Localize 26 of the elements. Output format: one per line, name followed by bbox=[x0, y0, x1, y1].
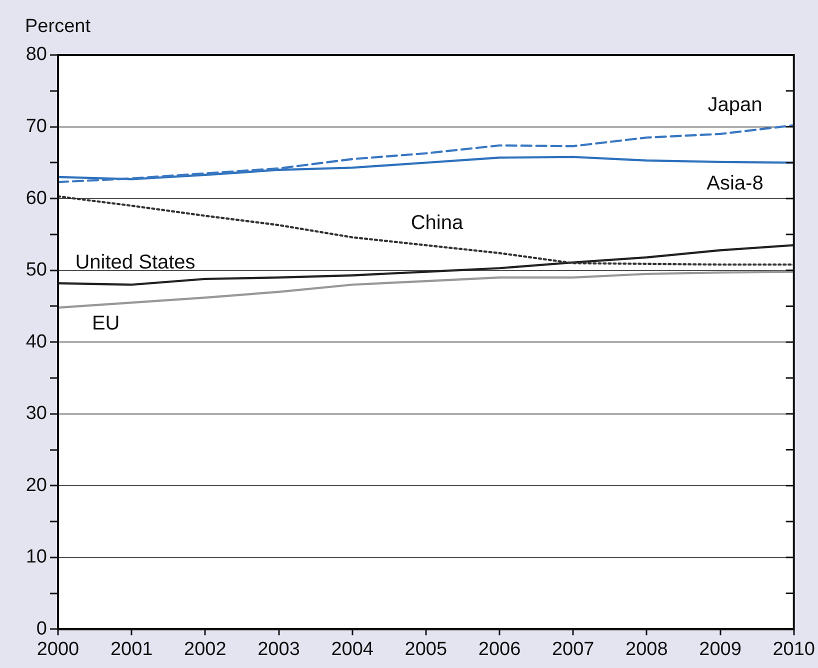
x-tick-label: 2001 bbox=[110, 638, 153, 660]
x-tick-label: 2008 bbox=[626, 638, 668, 660]
x-tick-label: 2002 bbox=[184, 638, 226, 660]
y-tick-label: 60 bbox=[26, 188, 47, 209]
series-label: EU bbox=[92, 312, 120, 335]
x-tick-label: 2007 bbox=[552, 638, 594, 660]
y-tick-label: 30 bbox=[26, 403, 47, 424]
y-tick-label: 0 bbox=[36, 618, 47, 640]
y-tick-label: 70 bbox=[26, 116, 47, 138]
x-tick-label: 2005 bbox=[404, 638, 448, 660]
x-tick-label: 2009 bbox=[699, 638, 742, 660]
x-tick-label: 2000 bbox=[36, 638, 80, 660]
y-tick-label: 40 bbox=[26, 331, 47, 352]
series-label: Asia-8 bbox=[706, 172, 764, 195]
series-label: United States bbox=[75, 252, 196, 274]
y-axis-title: Percent bbox=[25, 16, 92, 38]
y-tick-label: 20 bbox=[26, 474, 47, 496]
x-tick-label: 2003 bbox=[258, 638, 300, 660]
x-tick-label: 2004 bbox=[331, 638, 374, 660]
y-tick-label: 50 bbox=[26, 260, 47, 281]
x-tick-label: 2006 bbox=[478, 638, 521, 660]
series-label: China bbox=[410, 212, 464, 234]
y-tick-label: 80 bbox=[26, 44, 47, 66]
y-tick-label: 10 bbox=[26, 546, 47, 568]
x-tick-label: 2010 bbox=[772, 638, 816, 660]
series-label: Japan bbox=[708, 94, 762, 116]
